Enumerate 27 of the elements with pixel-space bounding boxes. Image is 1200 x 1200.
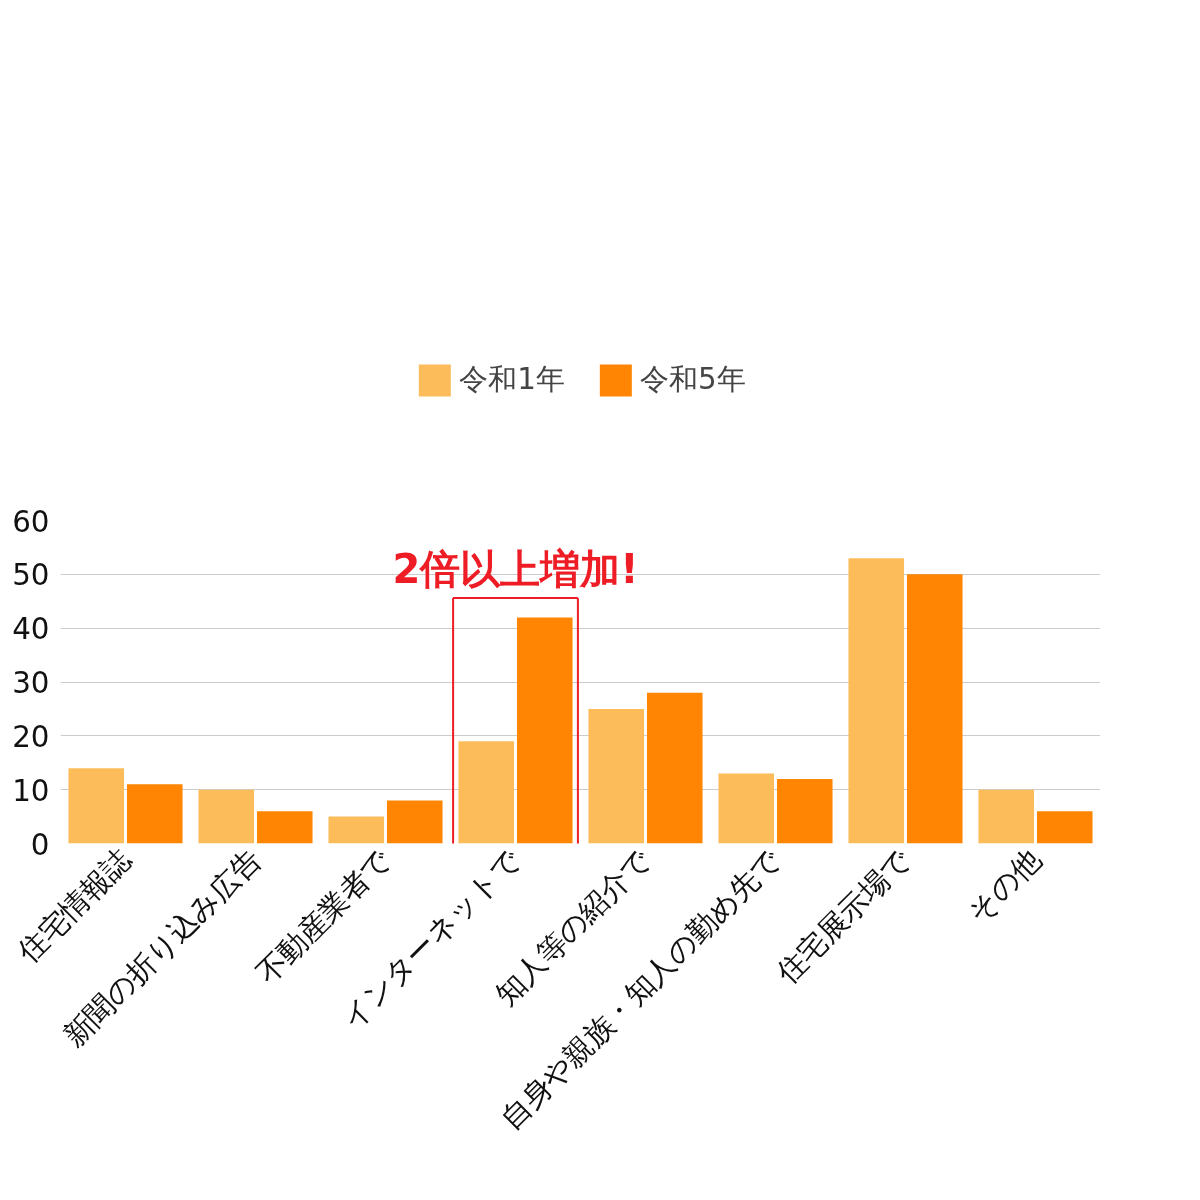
bar	[906, 574, 963, 844]
bar	[848, 558, 905, 844]
bar	[646, 692, 703, 844]
y-tick-label: 0	[30, 827, 50, 862]
y-tick-label: 10	[12, 773, 50, 808]
y-tick-label: 20	[12, 719, 50, 754]
annotation: 2倍以上増加!	[392, 545, 639, 592]
bar	[1036, 811, 1093, 844]
bar	[386, 800, 443, 844]
bar	[718, 773, 775, 844]
bar	[328, 816, 385, 844]
bar	[68, 768, 125, 844]
x-tick-label: その他	[960, 842, 1048, 930]
bar	[588, 708, 645, 844]
bar	[516, 617, 573, 844]
y-tick-label: 50	[12, 558, 50, 593]
y-tick-label: 60	[12, 504, 50, 539]
bar	[126, 784, 183, 844]
bar	[256, 811, 313, 844]
legend-label: 令和5年	[640, 361, 746, 398]
bar	[198, 789, 255, 844]
bar	[458, 741, 515, 844]
y-tick-label: 40	[12, 612, 50, 647]
legend-label: 令和1年	[459, 361, 565, 398]
bar	[978, 789, 1035, 844]
bar	[776, 778, 833, 844]
y-tick-label: 30	[12, 666, 50, 700]
